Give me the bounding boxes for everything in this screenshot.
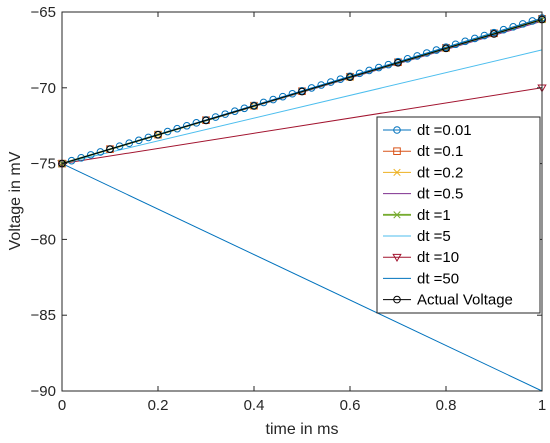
- legend-item-dt-10: dt =10: [383, 249, 459, 266]
- legend-item-dt-10-marker: [392, 253, 402, 263]
- x-axis-title: time in ms: [266, 421, 339, 438]
- legend-item-dt-0-1-label: dt =0.1: [417, 143, 463, 160]
- series-dt-0-01-marker: [115, 142, 124, 150]
- y-tick-label: −65: [31, 4, 56, 21]
- x-tick-label: 0.8: [436, 397, 457, 414]
- x-tick-label: 1: [538, 397, 546, 414]
- legend-item-dt-0-2: dt =0.2: [383, 164, 463, 181]
- plot-frame: [61, 11, 543, 392]
- y-tick-label: −70: [31, 80, 56, 97]
- series-dt-0-01-marker: [163, 127, 172, 136]
- series-actual-voltage-marker: [106, 145, 114, 153]
- legend-item-dt-0-2-label: dt =0.2: [417, 164, 463, 181]
- series-dt-0-01-marker: [96, 148, 105, 156]
- series-dt-5-line: [61, 49, 543, 165]
- series-dt-0-01-marker: [135, 136, 143, 145]
- series-dt-0-01-marker: [77, 153, 85, 162]
- series-actual-voltage-marker: [490, 30, 498, 38]
- series-actual-voltage-line: [61, 19, 543, 165]
- y-tick-label: −85: [31, 307, 56, 324]
- series-dt-50: [61, 163, 543, 392]
- x-tick-label: 0: [58, 397, 66, 414]
- series-actual-voltage-marker: [442, 44, 450, 53]
- legend-item-dt-1: dt =1: [383, 207, 451, 224]
- axes: [61, 11, 543, 392]
- series-actual-voltage-marker: [202, 116, 210, 125]
- series-dt-50-line: [61, 163, 543, 392]
- legend-item-dt-0-01-marker: [393, 126, 401, 134]
- legend-item-dt-1-label: dt =1: [417, 207, 451, 224]
- series-dt-5: [61, 49, 543, 165]
- x-tick-label: 0.6: [340, 397, 361, 414]
- legend-item-dt-0-1-marker: [393, 147, 401, 155]
- legend-item-dt-0-5-label: dt =0.5: [417, 186, 463, 203]
- legend-item-dt-0-2-marker: [393, 168, 401, 177]
- series-dt-0-01-marker: [183, 121, 191, 130]
- legend-item-dt-5: dt =5: [383, 228, 451, 245]
- y-axis-title: Voltage in mV: [7, 151, 24, 250]
- x-tick-label: 0.2: [148, 397, 169, 414]
- series-layer: [57, 14, 547, 392]
- y-axis: −90 −85 −80 −75 −70 −65: [31, 4, 542, 400]
- series-actual-voltage-marker: [298, 87, 306, 96]
- legend: dt =0.01 dt =0.1 dt =0.2 dt =0.5 dt =1 dt =5 d…: [376, 116, 541, 314]
- legend-item-dt-0-01-label: dt =0.01: [417, 122, 472, 139]
- series-dt-0-01-marker: [87, 151, 95, 159]
- legend-item-dt-5-label: dt =5: [417, 228, 451, 245]
- y-tick-label: −90: [31, 383, 56, 400]
- legend-item-dt-50-label: dt =50: [417, 270, 459, 287]
- legend-item-dt-0-5: dt =0.5: [383, 186, 463, 203]
- y-tick-label: −75: [31, 156, 56, 173]
- series-actual-voltage-marker: [394, 58, 402, 67]
- series-actual-voltage: [58, 15, 546, 168]
- series-dt-0-01-marker: [173, 124, 181, 133]
- series-dt-0-01-marker: [125, 139, 133, 148]
- legend-item-dt-10-label: dt =10: [417, 249, 459, 266]
- legend-item-actual-voltage-label: Actual Voltage: [417, 292, 513, 309]
- series-dt-0-01-marker: [67, 156, 76, 165]
- legend-item-actual-voltage: Actual Voltage: [383, 292, 513, 309]
- x-axis: 0 0.2 0.4 0.6 0.8 1: [58, 12, 546, 414]
- series-actual-voltage-marker: [154, 130, 162, 139]
- legend-item-actual-voltage-marker: [393, 295, 401, 304]
- series-dt-0-01-marker: [144, 133, 153, 142]
- legend-item-dt-0-1: dt =0.1: [383, 143, 463, 160]
- series-actual-voltage-marker: [346, 73, 354, 81]
- legend-item-dt-50: dt =50: [383, 270, 459, 287]
- legend-item-dt-1-marker: [393, 211, 401, 219]
- series-dt-0-01-marker: [192, 119, 201, 127]
- y-tick-label: −80: [31, 231, 56, 248]
- legend-item-dt-0-01: dt =0.01: [383, 122, 472, 139]
- series-dt-10-line: [61, 87, 543, 165]
- x-tick-label: 0.4: [244, 397, 265, 414]
- series-actual-voltage-marker: [250, 102, 258, 110]
